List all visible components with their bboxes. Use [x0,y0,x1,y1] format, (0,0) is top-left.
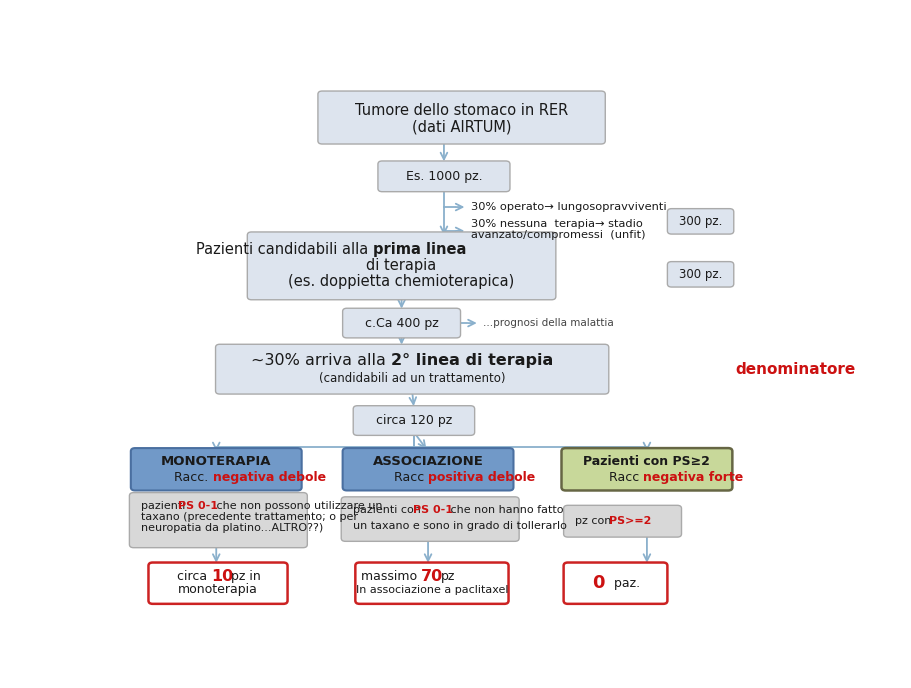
Text: pz con: pz con [575,516,615,526]
Text: In associazione a paclitaxel: In associazione a paclitaxel [355,585,508,594]
Text: Pazienti candidabili alla: Pazienti candidabili alla [197,242,374,257]
Text: (dati AIRTUM): (dati AIRTUM) [412,119,511,134]
Text: che non hanno fatto: che non hanno fatto [447,505,564,515]
Text: Racc.: Racc. [175,471,213,484]
Text: MONOTERAPIA: MONOTERAPIA [161,455,271,469]
Text: denominatore: denominatore [735,362,855,376]
FancyBboxPatch shape [355,563,508,604]
Text: ...prognosi della malattia: ...prognosi della malattia [483,318,614,328]
Text: negativa forte: negativa forte [643,471,743,484]
Text: massimo: massimo [362,570,422,583]
Text: Racc: Racc [394,471,428,484]
Text: 30% nessuna  terapia→ stadio: 30% nessuna terapia→ stadio [471,219,642,229]
Text: pazienti: pazienti [140,501,189,510]
Text: neuropatia da platino...ALTRO??): neuropatia da platino...ALTRO??) [140,523,323,533]
FancyBboxPatch shape [318,91,605,144]
Text: taxano (precedente trattamento; o per: taxano (precedente trattamento; o per [140,512,358,522]
Text: PS 0-1: PS 0-1 [179,501,218,510]
Text: positiva debole: positiva debole [428,471,536,484]
Text: che non possono utilizzare un: che non possono utilizzare un [213,501,383,510]
Text: 300 pz.: 300 pz. [679,268,722,281]
FancyBboxPatch shape [131,448,302,491]
Text: ~30% arriva alla: ~30% arriva alla [251,353,391,368]
Text: (es. doppietta chemioterapica): (es. doppietta chemioterapica) [289,275,515,290]
FancyBboxPatch shape [129,493,307,548]
FancyBboxPatch shape [668,208,733,234]
Text: Racc: Racc [609,471,643,484]
Text: prima linea: prima linea [374,242,466,257]
FancyBboxPatch shape [561,448,732,491]
Text: circa: circa [177,570,211,583]
FancyBboxPatch shape [342,497,519,541]
Text: 70: 70 [422,569,444,584]
Text: pz: pz [440,570,455,583]
FancyBboxPatch shape [353,406,475,436]
Text: di terapia: di terapia [366,259,436,273]
FancyBboxPatch shape [216,344,609,394]
FancyBboxPatch shape [247,232,556,300]
FancyBboxPatch shape [343,308,461,338]
FancyBboxPatch shape [668,261,733,287]
Text: un taxano e sono in grado di tollerarlo: un taxano e sono in grado di tollerarlo [353,521,567,531]
Text: 0: 0 [592,574,605,592]
Text: negativa debole: negativa debole [213,471,326,484]
Text: monoterapia: monoterapia [178,583,258,596]
Text: c.Ca 400 pz: c.Ca 400 pz [364,316,438,330]
Text: Es. 1000 pz.: Es. 1000 pz. [405,170,482,183]
Text: ASSOCIAZIONE: ASSOCIAZIONE [373,455,484,469]
Text: 30% operato→ lungosopravviventi: 30% operato→ lungosopravviventi [471,202,666,212]
Text: 2° linea di terapia: 2° linea di terapia [391,353,553,368]
Text: 10: 10 [211,569,233,584]
Text: pazienti con: pazienti con [353,505,424,515]
Text: 300 pz.: 300 pz. [679,215,722,228]
Text: (candidabili ad un trattamento): (candidabili ad un trattamento) [319,372,506,385]
FancyBboxPatch shape [564,563,668,604]
Text: paz.: paz. [609,577,640,590]
FancyBboxPatch shape [343,448,514,491]
Text: PS>=2: PS>=2 [609,516,651,526]
Text: circa 120 pz: circa 120 pz [376,414,452,427]
FancyBboxPatch shape [378,161,510,192]
FancyBboxPatch shape [148,563,288,604]
FancyBboxPatch shape [564,505,681,537]
Text: Tumore dello stomaco in RER: Tumore dello stomaco in RER [355,103,568,118]
Text: avanzato/compromessi  (unfit): avanzato/compromessi (unfit) [471,230,645,239]
Text: pz in: pz in [230,570,261,583]
Text: PS 0-1: PS 0-1 [413,505,453,515]
Text: Pazienti con PS≥2: Pazienti con PS≥2 [583,455,711,469]
